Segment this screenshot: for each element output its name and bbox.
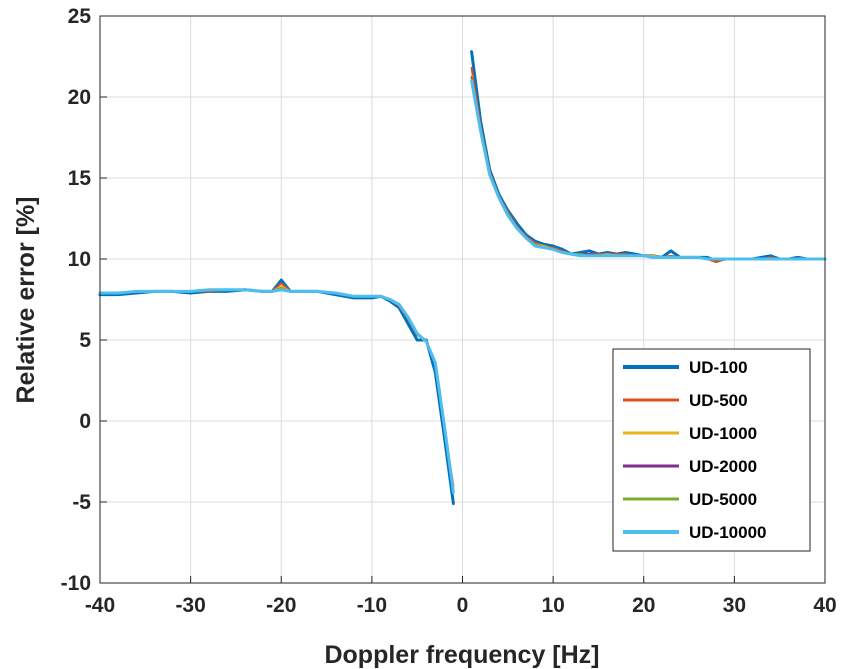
y-tick-label: -10	[61, 572, 91, 595]
legend-label: UD-2000	[689, 457, 757, 476]
y-tick-label: -5	[72, 491, 91, 514]
x-tick-label: 10	[541, 594, 564, 617]
y-axis-label: Relative error [%]	[12, 196, 40, 403]
y-tick-label: 0	[79, 410, 91, 433]
x-tick-label: -40	[85, 594, 115, 617]
y-tick-labels: -10 -5 0 5 10 15 20 25	[61, 5, 107, 595]
x-tick-label: -30	[175, 594, 205, 617]
legend-label: UD-1000	[689, 424, 757, 443]
series-line-ud-10000	[470, 79, 827, 261]
x-tick-labels: -40 -30 -20 -10 0 10 20 30 40	[85, 576, 837, 617]
y-tick-label: 25	[68, 5, 92, 28]
x-tick-label: 40	[813, 594, 836, 617]
x-tick-label: 30	[723, 594, 746, 617]
y-tick-label: 20	[68, 86, 91, 109]
series-layer	[98, 50, 827, 506]
legend-label: UD-10000	[689, 523, 767, 542]
y-tick-label: 15	[68, 167, 92, 190]
x-axis-label: Doppler frequency [Hz]	[324, 641, 599, 669]
x-tick-label: -20	[266, 594, 296, 617]
y-tick-label: 5	[79, 329, 91, 352]
legend-box	[612, 348, 811, 552]
x-tick-label: 0	[457, 594, 469, 617]
series-line-ud-10000	[98, 288, 455, 494]
legend: UD-100 UD-500 UD-1000 UD-2000 UD-5000 UD-1000…	[612, 348, 811, 552]
legend-label: UD-100	[689, 358, 748, 377]
legend-label: UD-500	[689, 391, 748, 410]
x-tick-label: 20	[632, 594, 655, 617]
legend-label: UD-5000	[689, 490, 757, 509]
x-tick-label: -10	[357, 594, 387, 617]
y-tick-label: 10	[68, 248, 91, 271]
